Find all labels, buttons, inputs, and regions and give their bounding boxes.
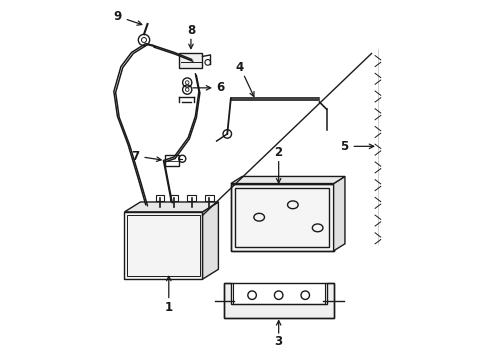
Bar (155, 195, 164, 201)
Bar (165, 155, 179, 166)
Polygon shape (124, 202, 219, 212)
Polygon shape (231, 184, 334, 251)
Polygon shape (334, 176, 345, 251)
Text: 2: 2 (274, 146, 283, 159)
Text: 1: 1 (165, 301, 173, 314)
Text: 6: 6 (216, 81, 224, 94)
Text: 4: 4 (236, 61, 244, 74)
Bar (187, 195, 196, 201)
Polygon shape (224, 283, 334, 318)
Text: 8: 8 (187, 24, 195, 37)
Text: 9: 9 (113, 10, 122, 23)
Bar (170, 195, 178, 201)
Polygon shape (231, 176, 345, 184)
Polygon shape (124, 212, 202, 279)
Text: 7: 7 (131, 150, 139, 163)
Text: 5: 5 (341, 140, 349, 153)
Bar (205, 195, 214, 201)
Polygon shape (179, 54, 202, 68)
Polygon shape (202, 202, 219, 279)
Text: 3: 3 (274, 335, 283, 348)
